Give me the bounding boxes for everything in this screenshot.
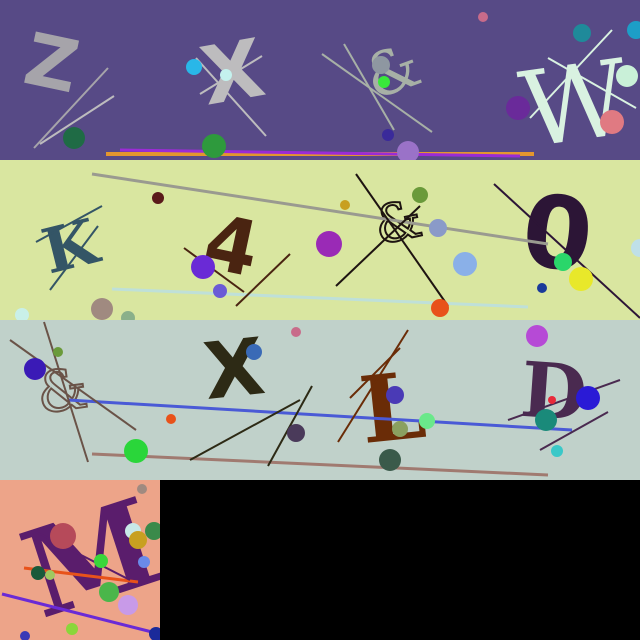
noise-dot xyxy=(45,570,55,580)
noise-dot xyxy=(548,396,556,404)
noise-line xyxy=(39,95,115,145)
noise-line xyxy=(33,67,109,149)
noise-dot xyxy=(372,56,390,74)
panel-3-glyph-3: L xyxy=(355,351,431,465)
noise-dot xyxy=(50,523,76,549)
noise-dot xyxy=(631,239,640,257)
noise-line xyxy=(67,398,573,432)
noise-dot xyxy=(138,556,150,568)
noise-dot xyxy=(379,449,401,471)
noise-dot xyxy=(202,134,226,158)
noise-line xyxy=(35,205,103,243)
noise-dot xyxy=(24,358,46,380)
noise-line xyxy=(337,329,409,443)
noise-line xyxy=(547,57,637,109)
panel-1-background xyxy=(0,0,640,160)
noise-line xyxy=(91,172,549,246)
noise-dot xyxy=(627,21,640,39)
empty-region xyxy=(160,480,640,640)
noise-dot xyxy=(149,627,163,640)
noise-dot xyxy=(537,283,547,293)
noise-dot xyxy=(316,231,342,257)
noise-line xyxy=(91,452,549,477)
noise-dot xyxy=(453,252,477,276)
noise-line xyxy=(189,399,301,461)
panel-1-glyph-4: W xyxy=(513,36,636,172)
noise-dot xyxy=(378,76,390,88)
noise-dot xyxy=(386,386,404,404)
noise-dot xyxy=(124,439,148,463)
noise-dot xyxy=(600,110,624,134)
noise-dot xyxy=(535,409,557,431)
noise-line xyxy=(235,253,291,307)
noise-dot xyxy=(392,421,408,437)
noise-dot xyxy=(382,129,394,141)
noise-dot xyxy=(129,531,147,549)
noise-line xyxy=(49,225,99,291)
noise-dot xyxy=(166,414,176,424)
noise-line xyxy=(539,411,609,451)
noise-dot xyxy=(99,582,119,602)
noise-line xyxy=(343,43,395,131)
noise-dot xyxy=(220,69,232,81)
noise-dot xyxy=(94,554,108,568)
noise-dot xyxy=(246,344,262,360)
noise-line xyxy=(1,592,161,636)
noise-line xyxy=(493,183,640,319)
noise-line xyxy=(111,287,529,309)
noise-line xyxy=(335,205,421,287)
captcha-panel-4: M xyxy=(0,471,176,640)
noise-line xyxy=(349,347,401,399)
noise-line xyxy=(9,339,137,431)
noise-dot xyxy=(63,127,85,149)
noise-dot xyxy=(20,631,30,640)
noise-dot xyxy=(287,424,305,442)
noise-dot xyxy=(478,12,488,22)
captcha-panel-1: Z X & W xyxy=(0,0,640,172)
noise-dot xyxy=(576,386,600,410)
panel-3-glyph-2: X xyxy=(200,322,269,418)
noise-line xyxy=(195,57,267,137)
noise-dot xyxy=(397,141,419,163)
noise-dot xyxy=(569,267,593,291)
noise-dot xyxy=(53,347,63,357)
captcha-panel-2: K 4 & 0 xyxy=(0,160,640,325)
noise-dot xyxy=(66,623,78,635)
noise-dot xyxy=(145,522,163,540)
noise-dot xyxy=(412,187,428,203)
noise-dot xyxy=(526,325,548,347)
noise-dot xyxy=(551,445,563,457)
noise-dot xyxy=(213,284,227,298)
noise-dot xyxy=(137,484,147,494)
noise-dot xyxy=(91,298,113,320)
noise-dot xyxy=(419,413,435,429)
noise-dot xyxy=(31,566,45,580)
noise-dot xyxy=(429,219,447,237)
noise-line xyxy=(355,173,449,307)
noise-line xyxy=(507,379,621,421)
noise-dot xyxy=(506,96,530,120)
noise-line xyxy=(529,29,613,119)
noise-dot xyxy=(186,59,202,75)
noise-dot xyxy=(191,255,215,279)
noise-line xyxy=(267,385,313,467)
noise-dot xyxy=(616,65,638,87)
noise-line xyxy=(119,148,521,158)
noise-dot xyxy=(118,595,138,615)
noise-dot xyxy=(554,253,572,271)
noise-dot xyxy=(340,200,350,210)
noise-dot xyxy=(291,327,301,337)
noise-dot xyxy=(15,308,29,322)
noise-dot xyxy=(152,192,164,204)
noise-dot xyxy=(431,299,449,317)
noise-line xyxy=(321,53,433,133)
noise-line xyxy=(43,321,89,463)
captcha-panel-3: & X L D xyxy=(0,320,640,480)
noise-dot xyxy=(573,24,591,42)
